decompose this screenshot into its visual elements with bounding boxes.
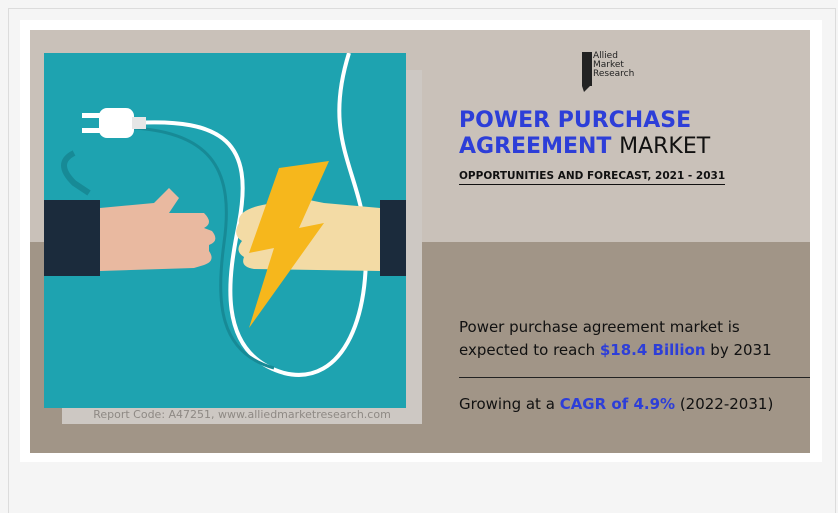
stat-text: by 2031 bbox=[710, 341, 771, 359]
subtitle: OPPORTUNITIES AND FORECAST, 2021 - 2031 bbox=[459, 170, 725, 185]
logo-line: Research bbox=[593, 70, 634, 79]
cuff-left bbox=[44, 200, 100, 276]
stat-highlight: $18.4 Billion bbox=[600, 341, 706, 359]
plug-pin bbox=[82, 128, 100, 133]
page: Report Code: A47251, www.alliedmarketres… bbox=[0, 0, 838, 509]
title-highlight: AGREEMENT bbox=[459, 134, 611, 159]
logo-icon bbox=[582, 52, 592, 92]
stat-text: (2022-2031) bbox=[680, 395, 773, 413]
title-highlight: POWER PURCHASE bbox=[459, 108, 691, 133]
title: POWER PURCHASE AGREEMENT MARKET bbox=[459, 108, 710, 160]
title-rest: MARKET bbox=[619, 134, 710, 159]
divider bbox=[459, 377, 810, 378]
stat: Growing at a CAGR of 4.9% (2022-2031) bbox=[459, 393, 773, 416]
stat-highlight: CAGR of 4.9% bbox=[560, 395, 675, 413]
stat-text: Growing at a bbox=[459, 395, 555, 413]
logo: Allied Market Research bbox=[582, 52, 634, 79]
illustration bbox=[44, 53, 406, 408]
report-code: Report Code: A47251, www.alliedmarketres… bbox=[62, 408, 422, 421]
plug-pin bbox=[82, 113, 100, 118]
plug-neck bbox=[132, 117, 146, 129]
cuff-right bbox=[380, 200, 406, 276]
plug bbox=[99, 108, 134, 138]
stat: Power purchase agreement market is expec… bbox=[459, 316, 789, 362]
